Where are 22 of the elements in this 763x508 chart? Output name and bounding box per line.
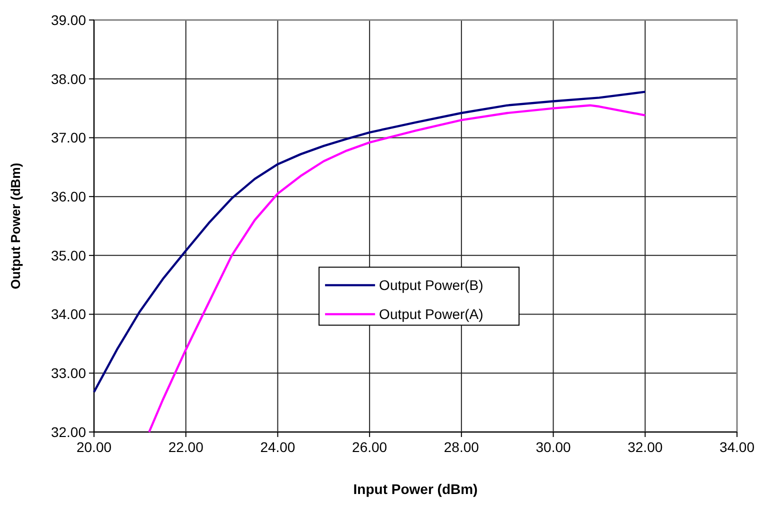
y-tick-label: 39.00 bbox=[50, 12, 86, 28]
x-tick-label: 32.00 bbox=[628, 439, 663, 455]
y-tick-label: 36.00 bbox=[50, 188, 86, 204]
x-tick-label: 20.00 bbox=[76, 439, 112, 455]
y-tick-label: 33.00 bbox=[50, 365, 86, 382]
x-tick-label: 26.00 bbox=[352, 439, 388, 455]
y-tick-label: 38.00 bbox=[50, 70, 86, 87]
x-tick-label: 22.00 bbox=[168, 439, 204, 455]
line-series bbox=[148, 104, 646, 434]
x-tick-label: 24.00 bbox=[260, 439, 296, 455]
y-tick-label: 34.00 bbox=[50, 306, 86, 322]
y-tick-label: 35.00 bbox=[50, 247, 86, 264]
y-tick-label: 32.00 bbox=[50, 424, 86, 440]
legend-label: Output Power(B) bbox=[379, 277, 484, 294]
x-axis-title: Input Power (dBm) bbox=[353, 481, 478, 497]
x-tick-label: 30.00 bbox=[536, 439, 572, 455]
legend-label: Output Power(A) bbox=[379, 306, 484, 322]
line-series bbox=[92, 90, 646, 394]
x-tick-label: 34.00 bbox=[719, 439, 755, 455]
x-tick-label: 28.00 bbox=[444, 439, 480, 455]
y-axis-title: Output Power (dBm) bbox=[8, 162, 23, 290]
y-tick-label: 37.00 bbox=[50, 130, 86, 146]
